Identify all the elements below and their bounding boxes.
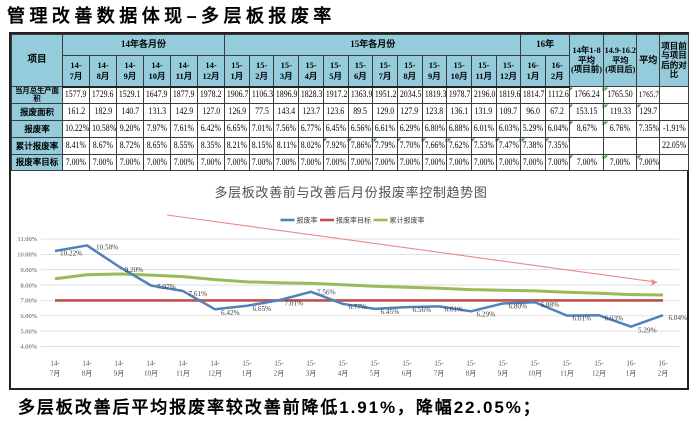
svg-text:16-: 16-: [658, 360, 668, 368]
svg-text:6.01%: 6.01%: [573, 315, 592, 323]
svg-text:14-: 14-: [114, 360, 124, 368]
svg-text:15-: 15-: [338, 360, 348, 368]
svg-text:7.61%: 7.61%: [189, 290, 208, 298]
svg-text:6.77%: 6.77%: [349, 303, 368, 311]
svg-text:15-: 15-: [498, 360, 508, 368]
svg-text:6.04%: 6.04%: [669, 314, 688, 322]
svg-text:6.29%: 6.29%: [477, 310, 496, 318]
svg-text:5.29%: 5.29%: [638, 327, 657, 335]
svg-text:15-: 15-: [562, 360, 572, 368]
svg-text:7月: 7月: [50, 370, 61, 378]
svg-text:9月: 9月: [498, 370, 509, 378]
svg-text:14-: 14-: [50, 360, 60, 368]
svg-text:15-: 15-: [370, 360, 380, 368]
svg-text:15-: 15-: [242, 360, 252, 368]
svg-text:10月: 10月: [144, 370, 158, 378]
svg-text:9.00%: 9.00%: [20, 267, 37, 274]
svg-text:14-: 14-: [210, 360, 220, 368]
svg-text:报废率目标: 报废率目标: [336, 216, 371, 225]
svg-text:7.01%: 7.01%: [285, 299, 304, 307]
svg-text:10月: 10月: [528, 370, 542, 378]
svg-text:11月: 11月: [176, 370, 190, 378]
svg-text:14-: 14-: [82, 360, 92, 368]
svg-text:10.58%: 10.58%: [96, 243, 118, 251]
svg-text:15-: 15-: [434, 360, 444, 368]
svg-text:1月: 1月: [242, 370, 253, 378]
svg-text:6.03%: 6.03%: [605, 314, 624, 322]
svg-text:14-: 14-: [178, 360, 188, 368]
svg-text:10.00%: 10.00%: [17, 252, 37, 259]
svg-text:6.00%: 6.00%: [20, 313, 37, 320]
svg-text:6.65%: 6.65%: [253, 305, 272, 313]
svg-text:6月: 6月: [402, 370, 413, 378]
svg-text:6.42%: 6.42%: [221, 309, 240, 317]
svg-text:8.00%: 8.00%: [20, 282, 37, 289]
svg-text:16-: 16-: [626, 360, 636, 368]
svg-text:多层板改善前与改善后月份报废率控制趋势图: 多层板改善前与改善后月份报废率控制趋势图: [214, 185, 487, 200]
svg-text:15-: 15-: [466, 360, 476, 368]
svg-text:7.97%: 7.97%: [157, 283, 176, 291]
svg-text:6.56%: 6.56%: [413, 306, 432, 314]
svg-text:12月: 12月: [208, 370, 222, 378]
svg-text:3月: 3月: [306, 370, 317, 378]
svg-text:4月: 4月: [338, 370, 349, 378]
svg-text:6.80%: 6.80%: [509, 302, 528, 310]
svg-text:9.20%: 9.20%: [125, 266, 144, 274]
svg-text:8月: 8月: [82, 370, 93, 378]
svg-text:7.00%: 7.00%: [20, 298, 37, 305]
svg-text:15-: 15-: [274, 360, 284, 368]
svg-text:15-: 15-: [402, 360, 412, 368]
svg-text:累计报废率: 累计报废率: [390, 216, 425, 225]
svg-text:5.00%: 5.00%: [20, 328, 37, 335]
svg-text:2月: 2月: [658, 370, 669, 378]
svg-text:12月: 12月: [592, 370, 606, 378]
svg-text:7.56%: 7.56%: [317, 288, 336, 296]
svg-text:14-: 14-: [146, 360, 156, 368]
svg-text:7月: 7月: [434, 370, 445, 378]
svg-text:15-: 15-: [594, 360, 604, 368]
svg-text:1月: 1月: [626, 370, 637, 378]
svg-text:4.00%: 4.00%: [20, 344, 37, 351]
svg-text:10.22%: 10.22%: [60, 250, 82, 258]
svg-text:6.61%: 6.61%: [445, 305, 464, 313]
svg-text:6.88%: 6.88%: [541, 301, 560, 309]
svg-text:11.00%: 11.00%: [18, 236, 38, 243]
svg-text:8月: 8月: [466, 370, 477, 378]
svg-text:5月: 5月: [370, 370, 381, 378]
svg-text:15-: 15-: [306, 360, 316, 368]
svg-text:11月: 11月: [560, 370, 574, 378]
svg-text:6.45%: 6.45%: [381, 308, 400, 316]
svg-text:9月: 9月: [114, 370, 125, 378]
svg-text:2月: 2月: [274, 370, 285, 378]
svg-text:15-: 15-: [530, 360, 540, 368]
svg-text:报废率: 报废率: [297, 216, 318, 225]
